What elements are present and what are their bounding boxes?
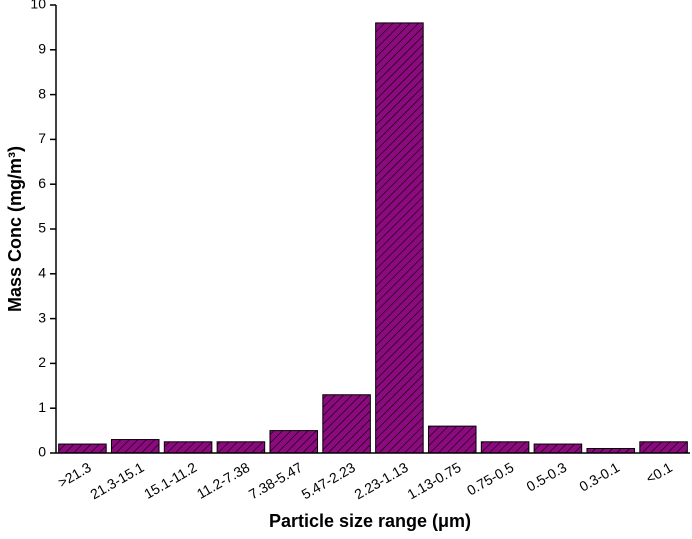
bar (322, 394, 371, 454)
x-tick-label: <0.1 (643, 459, 675, 487)
y-tick-label: 7 (38, 130, 46, 146)
y-tick-label: 0 (38, 444, 46, 460)
x-tick-label: 0.5-0.3 (524, 459, 570, 495)
bar (533, 443, 583, 454)
x-tick-label: 0.75-0.5 (464, 459, 517, 499)
bar (58, 443, 107, 454)
y-tick-label: 6 (38, 175, 46, 191)
y-tick-label: 1 (38, 399, 46, 415)
y-tick-label: 10 (30, 0, 46, 12)
x-tick-label: 2.23-1.13 (352, 459, 411, 503)
bar (375, 22, 424, 454)
x-tick-label: 21.3-15.1 (87, 459, 146, 503)
bar (639, 441, 688, 454)
y-tick-label: 3 (38, 309, 46, 325)
x-tick-label: 11.2-7.38 (194, 459, 253, 502)
bar (163, 441, 213, 454)
bar (269, 430, 319, 454)
y-tick-label: 9 (38, 41, 46, 57)
y-tick-label: 4 (38, 265, 46, 281)
bar (110, 439, 160, 454)
y-tick-label: 8 (38, 85, 46, 101)
x-tick-label: 15.1-11.2 (141, 459, 200, 502)
x-tick-label: 0.3-0.1 (576, 459, 622, 495)
y-axis-title: Mass Conc (mg/m³) (5, 146, 25, 312)
x-tick-label: 1.13-0.75 (404, 459, 463, 503)
y-tick-label: 5 (38, 220, 46, 236)
x-tick-label: 7.38-5.47 (246, 459, 305, 503)
y-tick-label: 2 (38, 354, 46, 370)
x-axis-title: Particle size range (μm) (269, 511, 471, 531)
bar (216, 441, 266, 454)
x-tick-label: 5.47-2.23 (299, 459, 358, 503)
bar (427, 425, 477, 454)
bar (480, 441, 530, 454)
x-tick-label: >21.3 (55, 459, 94, 491)
